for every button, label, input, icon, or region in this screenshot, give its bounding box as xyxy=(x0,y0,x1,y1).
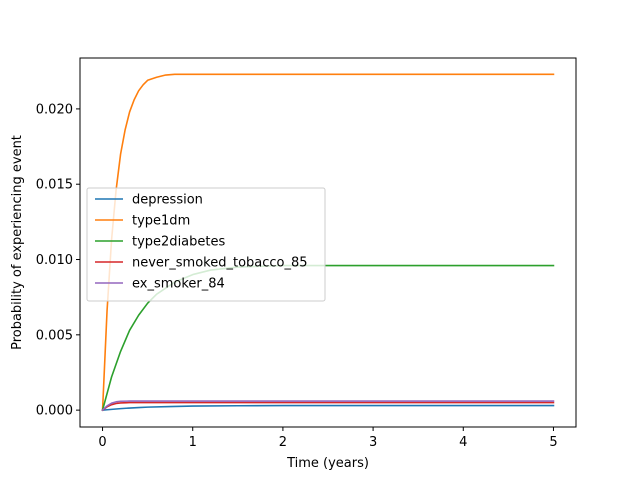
series-line-never_smoked_tobacco_85 xyxy=(101,401,555,412)
x-tick-label: 0 xyxy=(98,435,106,450)
legend-label-ex_smoker_84: ex_smoker_84 xyxy=(132,277,225,292)
series-line-type1dm xyxy=(101,73,555,411)
legend-label-type1dm: type1dm xyxy=(132,214,190,229)
series-line-ex_smoker_84 xyxy=(101,400,555,412)
x-tick-label: 4 xyxy=(459,435,467,450)
y-tick-label: 0.010 xyxy=(36,253,73,268)
y-axis: 0.000 0.005 0.010 0.015 0.020 xyxy=(36,102,80,419)
legend-label-never_smoked_tobacco_85: never_smoked_tobacco_85 xyxy=(132,256,308,271)
series-line-depression xyxy=(101,404,555,411)
legend: depression type1dm type2diabetes never_smok… xyxy=(86,187,326,302)
legend-label-type2diabetes: type2diabetes xyxy=(132,235,225,250)
x-tick-label: 1 xyxy=(189,435,197,450)
plot-area-frame xyxy=(79,57,577,428)
y-tick-label: 0.005 xyxy=(36,328,73,343)
x-tick-label: 5 xyxy=(549,435,557,450)
x-tick-label: 3 xyxy=(369,435,377,450)
y-axis-label: Probability of experiencing event xyxy=(10,135,25,350)
x-tick-label: 2 xyxy=(279,435,287,450)
x-axis: 0 1 2 3 4 5 xyxy=(98,427,558,450)
y-tick-label: 0.020 xyxy=(36,102,73,117)
legend-label-depression: depression xyxy=(132,193,203,208)
x-axis-label: Time (years) xyxy=(286,456,369,471)
y-tick-label: 0.015 xyxy=(36,178,73,193)
y-tick-label: 0.000 xyxy=(36,404,73,419)
legend-frame xyxy=(86,187,326,302)
